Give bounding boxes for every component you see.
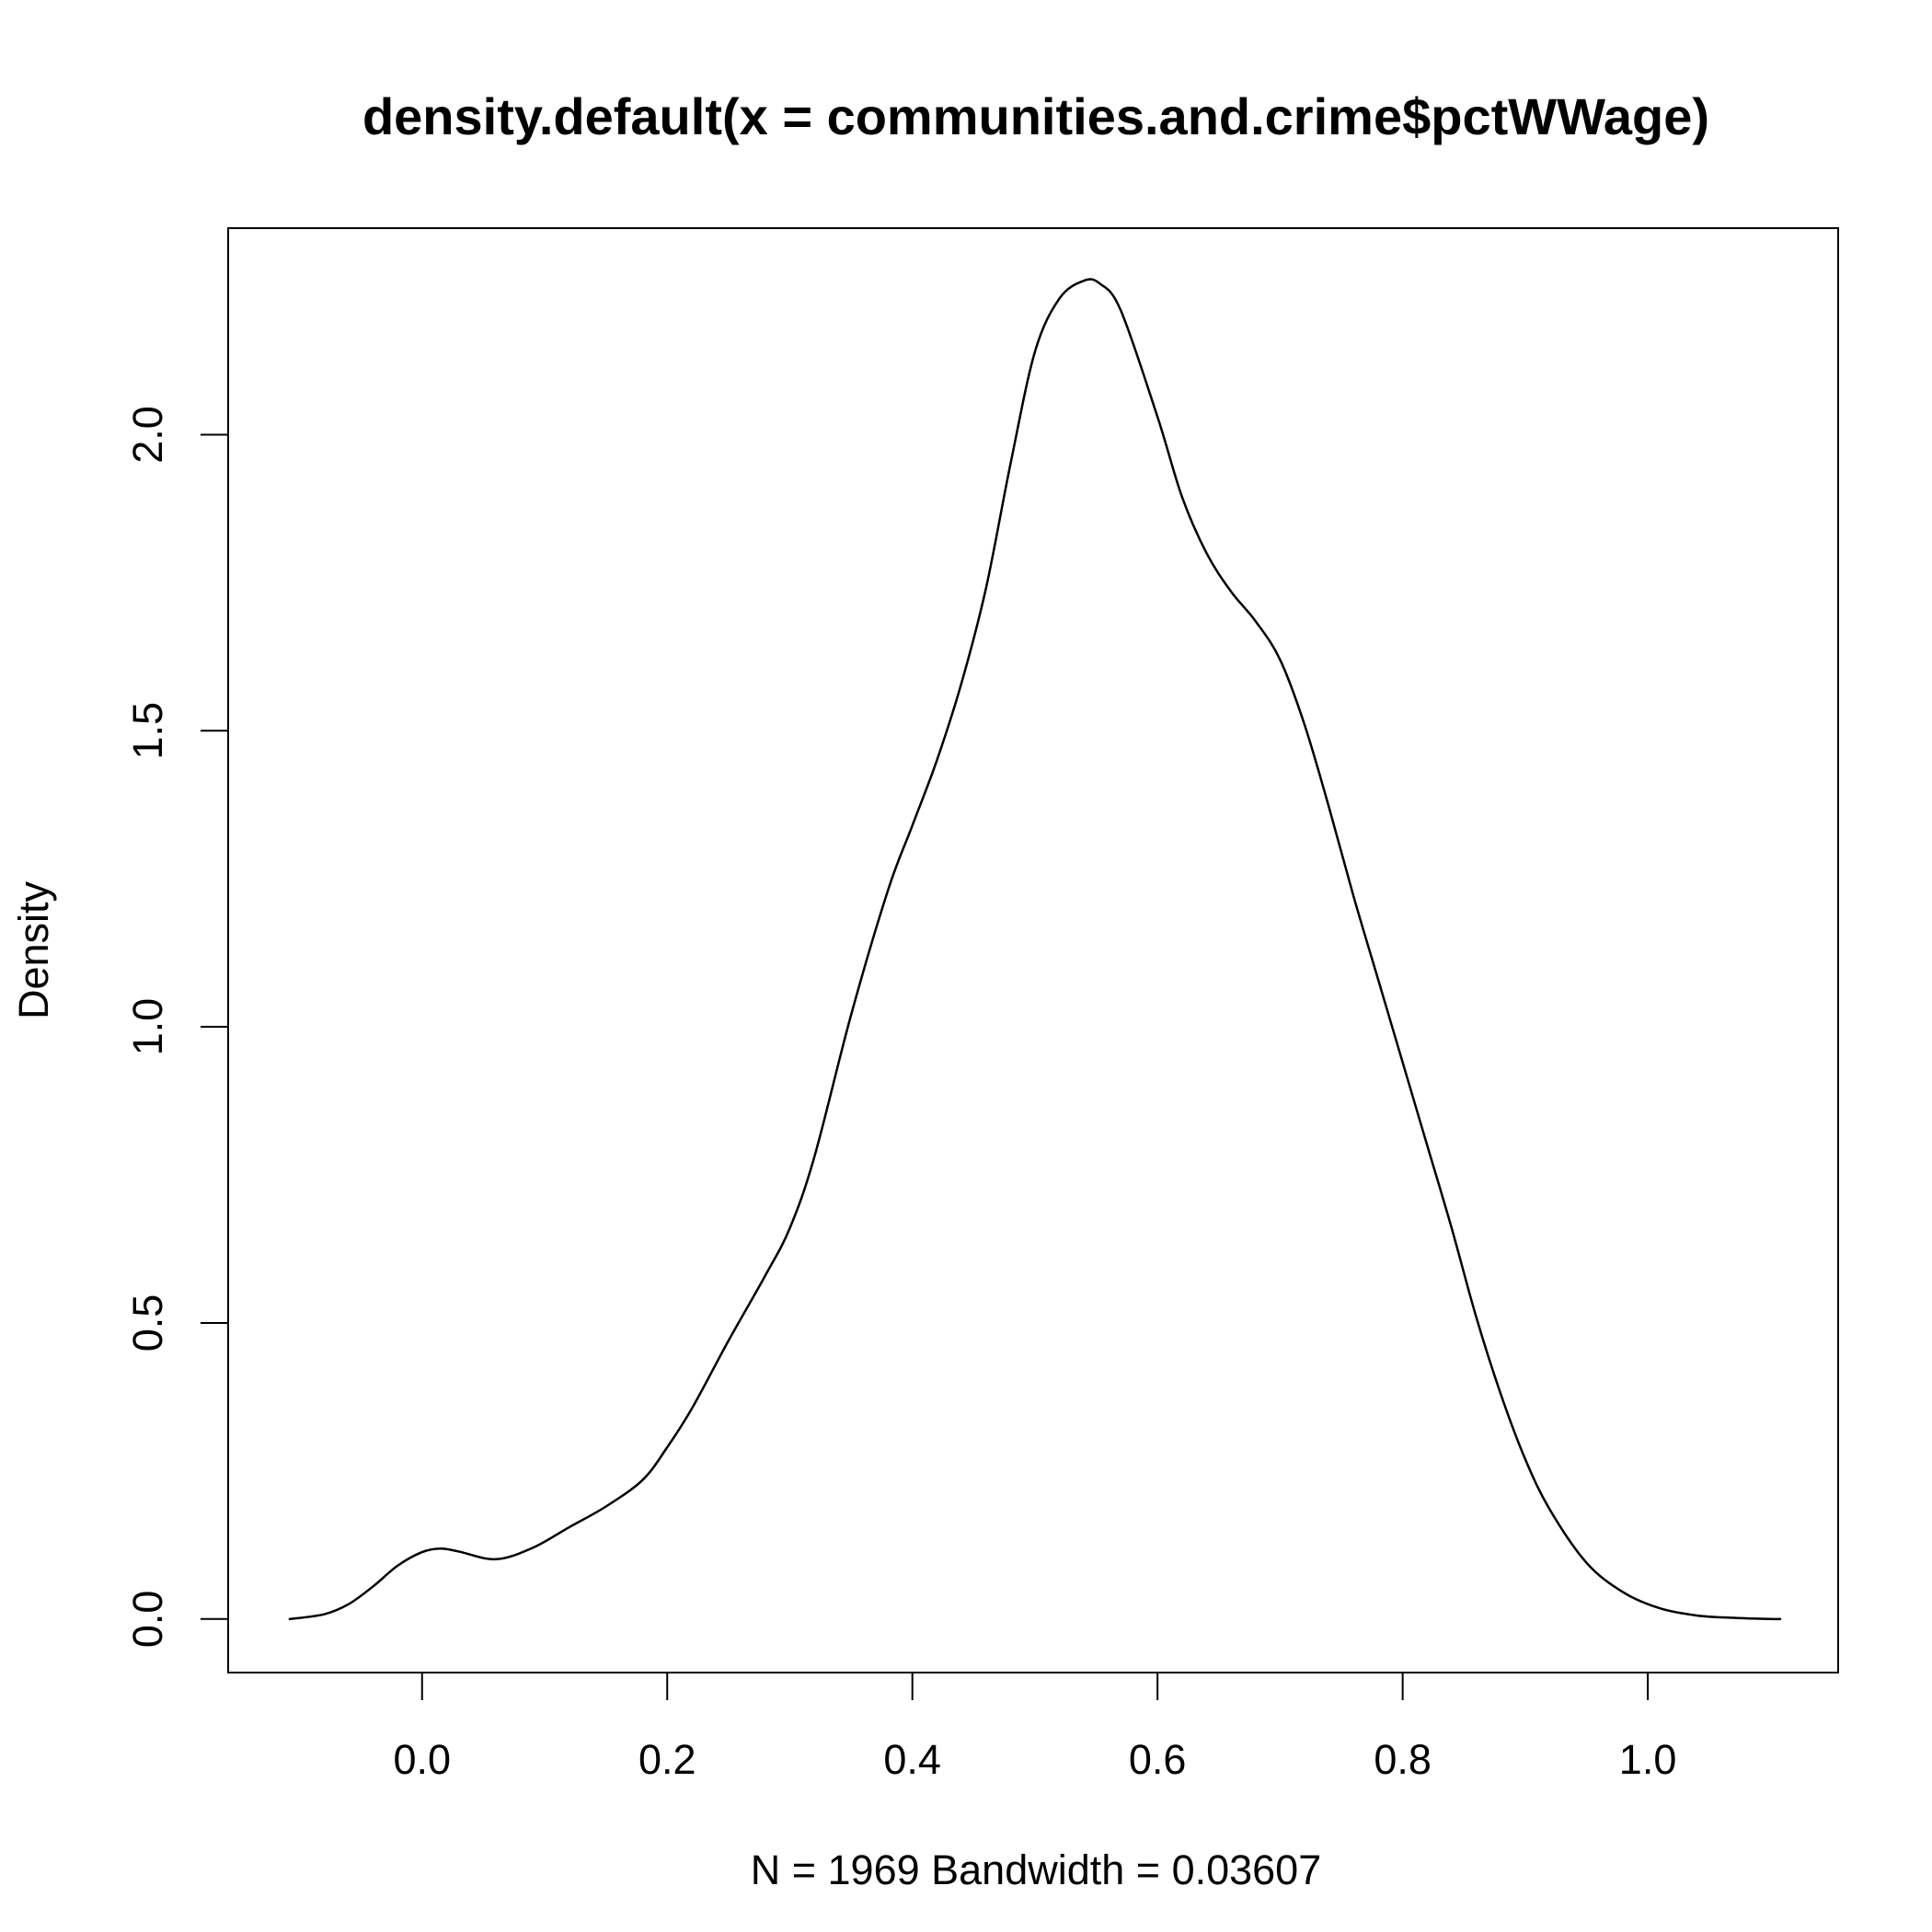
y-axis-label: Density <box>10 880 57 1019</box>
y-axis: 0.0 0.5 1.0 1.5 2.0 <box>124 406 229 1649</box>
density-curve <box>288 278 1782 1621</box>
x-tick-label: 0.2 <box>638 1736 696 1783</box>
x-tick-label: 0.4 <box>883 1736 941 1783</box>
y-tick-label: 1.5 <box>124 702 171 760</box>
x-tick-label: 1.0 <box>1619 1736 1677 1783</box>
y-tick-label: 2.0 <box>124 406 171 464</box>
y-tick-label: 0.0 <box>124 1591 171 1649</box>
x-tick-label: 0.6 <box>1129 1736 1187 1783</box>
x-tick-label: 0.0 <box>393 1736 451 1783</box>
plot-frame <box>227 227 1839 1673</box>
y-tick-label: 1.0 <box>124 998 171 1056</box>
chart-title: density.default(x = communities.and.crim… <box>362 87 1709 145</box>
x-axis-label: N = 1969 Bandwidth = 0.03607 <box>751 1846 1322 1893</box>
x-tick-label: 0.8 <box>1374 1736 1432 1783</box>
x-axis: 0.0 0.2 0.4 0.6 0.8 1.0 <box>393 1672 1677 1783</box>
y-tick-label: 0.5 <box>124 1294 171 1352</box>
